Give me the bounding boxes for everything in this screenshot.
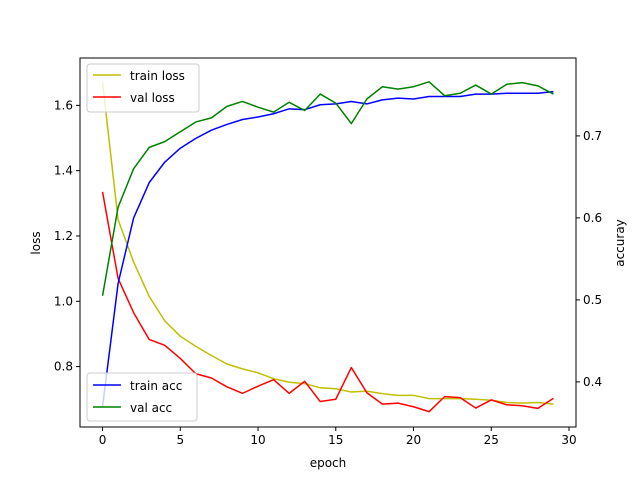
y-right-tick-label: 0.7 [583, 129, 602, 143]
x-tick-label: 5 [176, 433, 184, 447]
plot-frame [79, 57, 577, 428]
legend-label-val-acc: val acc [130, 401, 172, 415]
legend-label-val-loss: val loss [130, 91, 175, 105]
x-tick-label: 10 [250, 433, 265, 447]
y-axis-left-label: loss [29, 231, 43, 254]
x-tick-label: 0 [99, 433, 107, 447]
y-left-tick-label: 1.6 [54, 98, 73, 112]
x-tick-label: 30 [561, 433, 576, 447]
lines-layer [101, 81, 554, 413]
x-tick-label: 20 [406, 433, 421, 447]
legend-top-left: train loss val loss [86, 63, 200, 113]
legend-label-train-loss: train loss [130, 69, 185, 83]
legend-label-train-acc: train acc [130, 379, 182, 393]
series-line-train-acc [101, 90, 554, 407]
y-left-tick-label: 1.4 [54, 164, 73, 178]
y-left-tick-label: 1.2 [54, 229, 73, 243]
series-line-val-acc [101, 81, 554, 296]
legend-top-box [86, 63, 200, 113]
series-line-train-loss [101, 82, 554, 405]
x-tick-label: 15 [328, 433, 343, 447]
y-right-tick-label: 0.6 [583, 211, 602, 225]
series-line-val-loss [101, 191, 554, 413]
y-left-tick-label: 1.0 [54, 294, 73, 308]
y-left-tick-label: 0.8 [54, 360, 73, 374]
ticks-layer: 0 5 10 15 20 25 30 0.8 1.0 1.2 1.4 1.6 0.4 0.5 0.6 0.7 [54, 98, 602, 447]
y-right-tick-label: 0.5 [583, 293, 602, 307]
y-right-tick-label: 0.4 [583, 375, 602, 389]
x-axis-label: epoch [310, 456, 347, 470]
y-axis-right-label: accuray [613, 219, 627, 267]
legend-bottom-left: train acc val acc [86, 372, 198, 422]
x-tick-label: 25 [484, 433, 499, 447]
